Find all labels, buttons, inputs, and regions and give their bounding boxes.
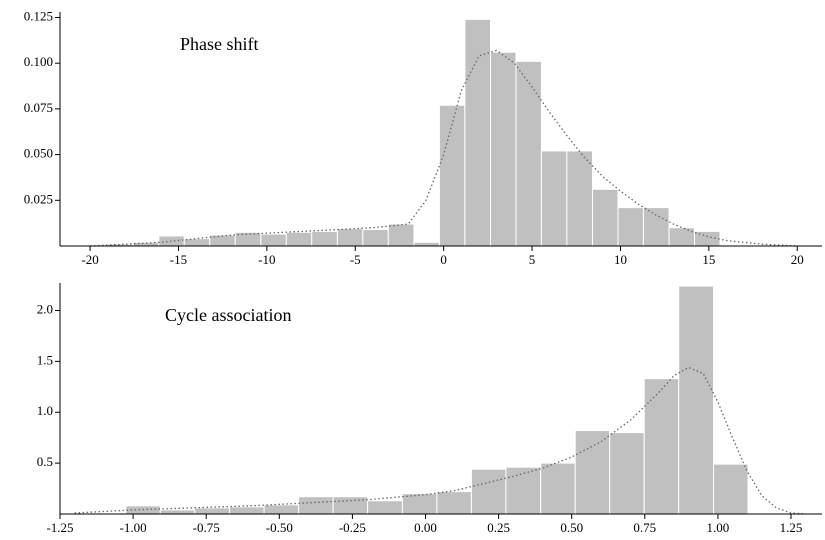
- bar: [643, 378, 680, 515]
- bar: [592, 188, 619, 247]
- bar: [209, 234, 236, 247]
- x-tick-label: 5: [529, 252, 536, 267]
- x-tick-label: -0.50: [266, 520, 293, 535]
- bar: [668, 227, 696, 247]
- panel-title: Phase shift: [180, 34, 259, 54]
- bar: [263, 504, 300, 515]
- bar: [311, 230, 338, 247]
- bar: [285, 231, 313, 247]
- x-tick-label: 15: [702, 252, 715, 267]
- x-tick-label: -0.75: [193, 520, 220, 535]
- bar: [183, 238, 211, 247]
- y-tick-label: 0.075: [24, 100, 53, 115]
- bar: [260, 233, 287, 247]
- bar: [540, 462, 576, 515]
- bar: [158, 235, 185, 247]
- y-tick-label: 0.125: [24, 8, 53, 23]
- density-curve: [90, 49, 798, 247]
- y-tick-label: 2.0: [37, 301, 53, 316]
- x-tick-label: 0.50: [560, 520, 583, 535]
- x-tick-label: -5: [350, 252, 361, 267]
- bar: [609, 432, 645, 515]
- bar: [464, 18, 492, 247]
- x-tick-label: 20: [791, 252, 804, 267]
- bar: [336, 228, 364, 247]
- bar: [470, 468, 507, 515]
- bar: [574, 430, 611, 515]
- bar: [505, 466, 542, 515]
- x-tick-label: -10: [258, 252, 275, 267]
- bar: [413, 241, 440, 247]
- panel-title: Cycle association: [165, 305, 291, 325]
- y-tick-label: 0.050: [24, 146, 53, 161]
- y-tick-label: 1.5: [37, 352, 53, 367]
- bar: [617, 207, 644, 247]
- bar: [438, 104, 466, 247]
- bar: [229, 506, 265, 515]
- x-tick-label: -20: [81, 252, 98, 267]
- bar: [515, 60, 542, 247]
- x-tick-label: 1.25: [780, 520, 803, 535]
- bar: [362, 229, 389, 247]
- x-tick-label: 0: [440, 252, 447, 267]
- y-tick-label: 0.100: [24, 54, 53, 69]
- bar: [298, 496, 334, 515]
- x-tick-label: -0.25: [339, 520, 366, 535]
- x-tick-label: 0.00: [414, 520, 437, 535]
- x-tick-label: 0.25: [487, 520, 510, 535]
- y-tick-label: 1.0: [37, 403, 53, 418]
- bar: [367, 500, 403, 515]
- bar: [159, 509, 196, 515]
- bar: [194, 507, 231, 515]
- bar: [642, 207, 670, 247]
- x-tick-label: -1.25: [46, 520, 73, 535]
- bar: [678, 285, 715, 515]
- y-tick-label: 0.5: [37, 454, 53, 469]
- x-tick-label: 0.75: [633, 520, 656, 535]
- bar: [566, 150, 594, 247]
- y-tick-label: 0.025: [24, 191, 53, 206]
- x-tick-label: 1.00: [707, 520, 730, 535]
- x-tick-label: -15: [170, 252, 187, 267]
- bar: [332, 496, 369, 515]
- bar: [490, 51, 517, 247]
- x-tick-label: 10: [614, 252, 627, 267]
- bar: [436, 491, 472, 515]
- x-tick-label: -1.00: [120, 520, 147, 535]
- bar: [387, 223, 415, 247]
- bar: [713, 463, 749, 515]
- bar: [540, 150, 568, 247]
- bar: [694, 230, 721, 247]
